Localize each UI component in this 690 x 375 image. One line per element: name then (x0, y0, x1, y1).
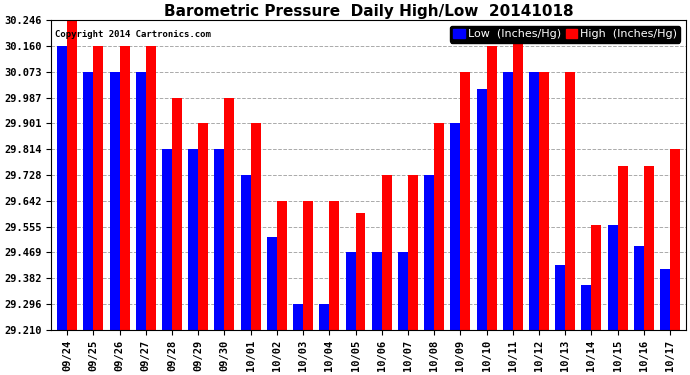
Bar (172, 98, 182, 330)
Bar (582, 285, 591, 330)
Bar (634, 246, 644, 330)
Bar (555, 265, 565, 330)
Bar (434, 123, 444, 330)
Bar (503, 72, 513, 330)
Bar (319, 304, 329, 330)
Bar (382, 175, 392, 330)
Bar (486, 46, 497, 330)
Bar (57, 46, 67, 330)
Bar (303, 201, 313, 330)
Bar (267, 237, 277, 330)
Bar (398, 252, 408, 330)
Bar (513, 31, 523, 330)
Bar (539, 72, 549, 330)
Bar (93, 46, 104, 330)
Bar (451, 123, 460, 330)
Bar (477, 89, 486, 330)
Bar (67, 20, 77, 330)
Bar (224, 98, 235, 330)
Bar (644, 165, 654, 330)
Title: Barometric Pressure  Daily High/Low  20141018: Barometric Pressure Daily High/Low 20141… (164, 4, 573, 19)
Bar (162, 149, 172, 330)
Bar (215, 149, 224, 330)
Bar (198, 123, 208, 330)
Bar (146, 46, 156, 330)
Bar (565, 72, 575, 330)
Bar (372, 252, 382, 330)
Bar (329, 201, 339, 330)
Bar (110, 72, 119, 330)
Bar (83, 72, 93, 330)
Bar (660, 269, 670, 330)
Bar (608, 225, 618, 330)
Bar (591, 225, 602, 330)
Bar (670, 149, 680, 330)
Bar (618, 165, 628, 330)
Bar (277, 201, 287, 330)
Bar (408, 175, 418, 330)
Bar (346, 252, 355, 330)
Bar (188, 149, 198, 330)
Bar (136, 72, 146, 330)
Bar (119, 46, 130, 330)
Bar (529, 72, 539, 330)
Bar (355, 213, 366, 330)
Bar (250, 123, 261, 330)
Legend: Low  (Inches/Hg), High  (Inches/Hg): Low (Inches/Hg), High (Inches/Hg) (450, 26, 680, 43)
Bar (293, 304, 303, 330)
Bar (460, 72, 471, 330)
Text: Copyright 2014 Cartronics.com: Copyright 2014 Cartronics.com (55, 30, 210, 39)
Bar (424, 175, 434, 330)
Bar (241, 175, 250, 330)
